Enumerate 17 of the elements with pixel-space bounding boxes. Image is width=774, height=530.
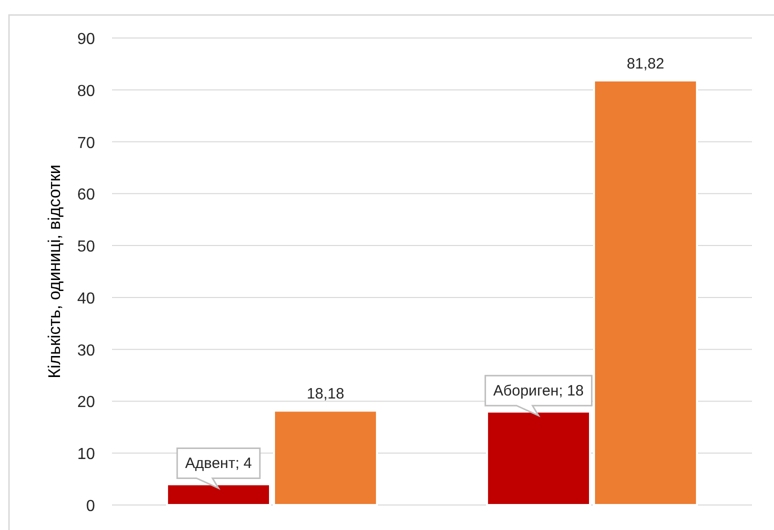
y-tick-label: 20 (77, 394, 96, 412)
bar (593, 79, 698, 506)
y-tick-label: 0 (86, 498, 96, 515)
y-tick-label: 10 (77, 446, 96, 464)
y-tick-label: 80 (77, 82, 96, 100)
data-label: Адвент; 4 (185, 455, 252, 472)
y-tick-label: 50 (77, 238, 96, 256)
y-tick-label: 70 (77, 134, 96, 152)
y-tick-label: 40 (77, 290, 96, 308)
data-label: 18,18 (306, 386, 344, 403)
bar (273, 410, 378, 506)
y-axis-title: Кількість, одиниці, відсотки (45, 164, 64, 378)
data-label: Абориген; 18 (493, 382, 584, 400)
data-label: 81,82 (626, 55, 664, 72)
y-tick-label: 90 (77, 31, 96, 48)
y-tick-label: 60 (77, 186, 96, 204)
y-tick-label: 30 (77, 342, 96, 360)
